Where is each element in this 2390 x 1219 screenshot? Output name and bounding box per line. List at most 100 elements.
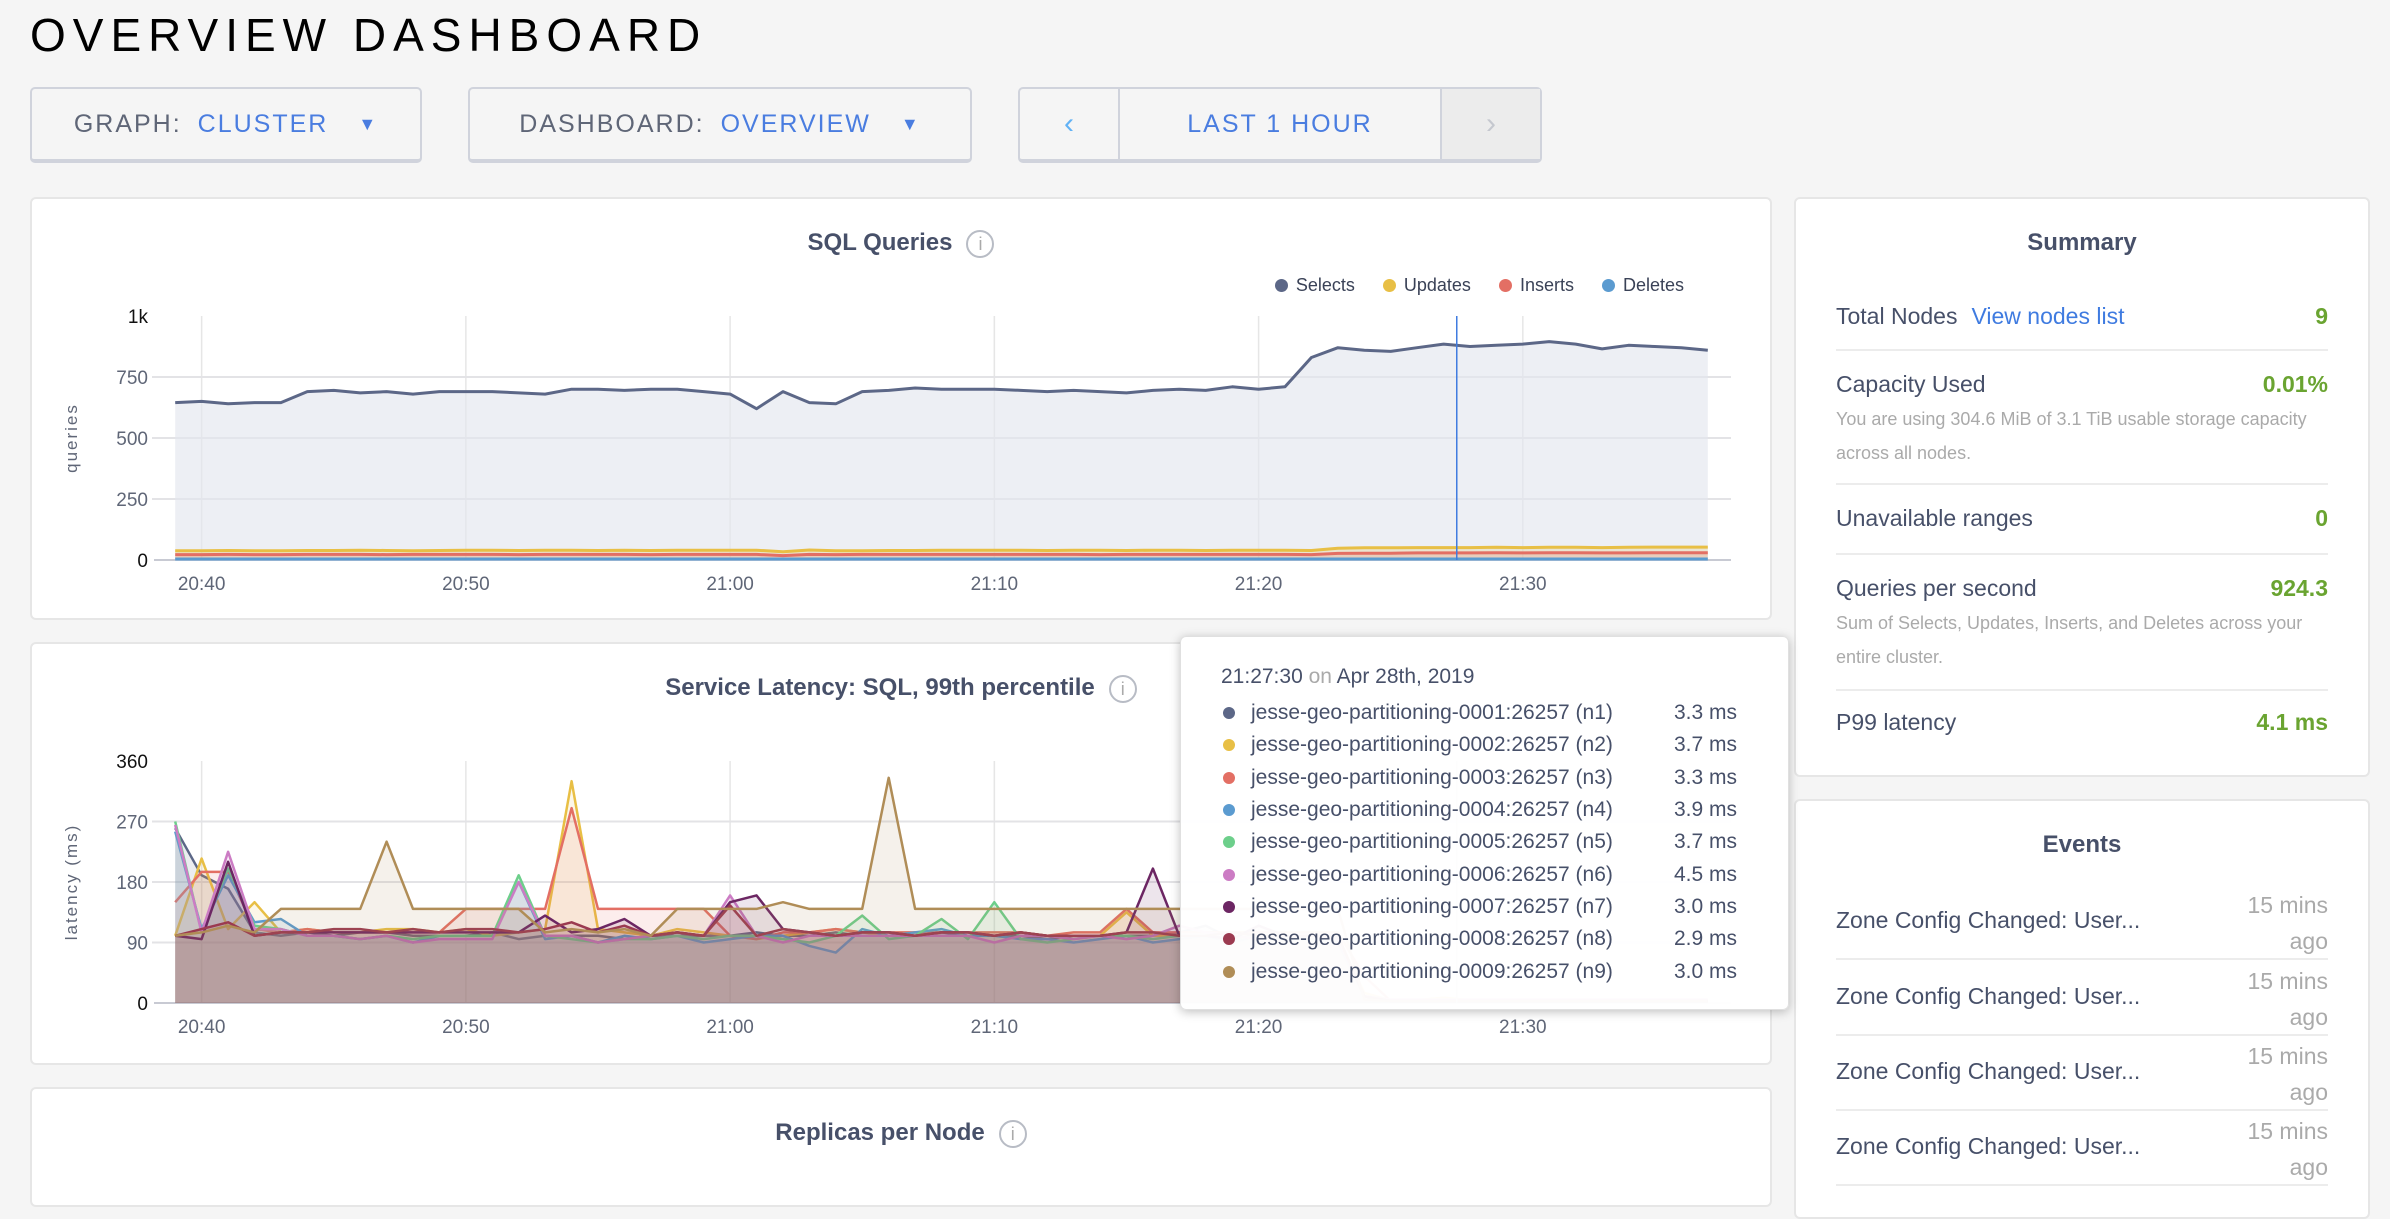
tooltip-node-value: 3.0 ms (1674, 959, 1738, 983)
tooltip-node-name: jesse-geo-partitioning-0002:26257 (n2) (1251, 733, 1613, 757)
chart-tooltip: 21:27:30 on Apr 28th, 2019 jesse-geo-par… (1180, 636, 1789, 1010)
time-range-control: ‹ LAST 1 HOUR › (1018, 87, 1542, 163)
x-tick-label: 20:50 (442, 574, 490, 595)
graph-value: CLUSTER (197, 109, 329, 138)
series-dot (1223, 707, 1235, 720)
y-tick-label: 0 (137, 994, 148, 1015)
page-title: OVERVIEW DASHBOARD (30, 9, 708, 61)
tooltip-row: jesse-geo-partitioning-0004:26257 (n4) 3.… (1221, 794, 1788, 826)
tooltip-node-value: 4.5 ms (1674, 862, 1738, 886)
tooltip-time: 21:27:30 (1221, 665, 1303, 688)
x-tick-label: 20:40 (178, 574, 226, 595)
tooltip-row: jesse-geo-partitioning-0007:26257 (n7) 3.… (1221, 891, 1788, 923)
tooltip-node-value: 3.7 ms (1674, 733, 1738, 757)
p99-latency-label: P99 latency (1836, 709, 1957, 735)
series-dot (1223, 900, 1235, 913)
unavailable-ranges-row: Unavailable ranges 0 (1836, 505, 2328, 555)
tooltip-node-name: jesse-geo-partitioning-0004:26257 (n4) (1251, 798, 1613, 822)
legend-item-updates[interactable]: Updates (1382, 275, 1471, 296)
events-title: Events (2042, 831, 2122, 858)
sql-queries-chart[interactable]: 20:40 20:50 21:00 21:10 21:20 21:30 0 250 500 750… (32, 199, 1772, 620)
legend-item-selects[interactable]: Selects (1274, 275, 1355, 296)
event-item[interactable]: Zone Config Changed: User... 15 mins ago (1836, 885, 2328, 960)
y-tick-label: 500 (116, 429, 148, 450)
tooltip-timestamp: 21:27:30 on Apr 28th, 2019 (1221, 665, 1788, 689)
tooltip-node-value: 3.3 ms (1674, 765, 1738, 789)
tooltip-node-name: jesse-geo-partitioning-0008:26257 (n8) (1251, 927, 1613, 951)
graph-selector[interactable]: GRAPH: CLUSTER ▼ (30, 87, 422, 163)
y-tick-label: 1k (128, 307, 149, 328)
tooltip-node-name: jesse-geo-partitioning-0005:26257 (n5) (1251, 830, 1613, 854)
y-axis-label: latency (ms) (62, 824, 81, 941)
legend-label: Updates (1403, 275, 1471, 295)
graph-label: GRAPH: (73, 109, 182, 138)
sql-queries-panel: SQL Queries i Selects Updates Inserts Del… (30, 197, 1772, 620)
chevron-right-icon[interactable]: › (1440, 89, 1540, 159)
legend-label: Selects (1295, 275, 1355, 295)
dashboard-value: OVERVIEW (720, 109, 871, 138)
time-range-button[interactable]: LAST 1 HOUR (1187, 109, 1373, 138)
tooltip-node-name: jesse-geo-partitioning-0003:26257 (n3) (1251, 765, 1613, 789)
tooltip-node-name: jesse-geo-partitioning-0007:26257 (n7) (1251, 894, 1613, 918)
info-icon[interactable]: i (966, 229, 995, 258)
info-icon[interactable]: i (998, 1119, 1027, 1148)
total-nodes-row: Total Nodes View nodes list 9 (1836, 303, 2328, 351)
tooltip-node-name: jesse-geo-partitioning-0006:26257 (n6) (1251, 862, 1613, 886)
x-tick-label: 21:10 (971, 574, 1019, 595)
events-panel: Events Zone Config Changed: User... 15 mi… (1794, 799, 2370, 1219)
qps-description: Sum of Selects, Updates, Inserts, and De… (1836, 613, 2303, 667)
series-line-selects (175, 340, 1708, 411)
series-dot (1223, 868, 1235, 881)
chevron-left-icon[interactable]: ‹ (1020, 89, 1120, 159)
legend-dot (1498, 279, 1512, 292)
chart-title-text: Service Latency: SQL, 99th percentile (665, 674, 1095, 701)
series-dot (1223, 933, 1235, 946)
dashboard-selector[interactable]: DASHBOARD: OVERVIEW ▼ (468, 87, 972, 163)
tooltip-row: jesse-geo-partitioning-0009:26257 (n9) 3.… (1221, 955, 1788, 987)
replicas-per-node-panel: Replicas per Node i (30, 1087, 1772, 1207)
series-dot (1223, 804, 1235, 817)
event-time: 15 mins ago (2247, 1043, 2328, 1105)
event-item[interactable]: Zone Config Changed: User... 15 mins ago (1836, 1036, 2328, 1111)
qps-value: 924.3 (2270, 575, 2328, 601)
event-time: 15 mins ago (2247, 1118, 2328, 1180)
event-item[interactable]: Zone Config Changed: User... 15 mins ago (1836, 1111, 2328, 1186)
capacity-value: 0.01% (2262, 371, 2328, 397)
tooltip-row: jesse-geo-partitioning-0003:26257 (n3) 3.… (1221, 762, 1788, 794)
legend-dot (1274, 279, 1288, 292)
y-tick-label: 0 (137, 551, 148, 572)
tooltip-node-value: 3.3 ms (1674, 701, 1738, 725)
capacity-description: You are using 304.6 MiB of 3.1 TiB usabl… (1836, 409, 2307, 463)
legend-dot (1382, 279, 1396, 292)
series-dot (1223, 965, 1235, 978)
tooltip-node-value: 3.0 ms (1674, 894, 1738, 918)
capacity-row: Capacity Used 0.01% You are using 304.6 … (1836, 371, 2328, 485)
p99-latency-row: P99 latency 4.1 ms (1836, 709, 2328, 749)
unavailable-ranges-label: Unavailable ranges (1836, 505, 2033, 531)
series-dot (1223, 836, 1235, 849)
unavailable-ranges-value: 0 (2315, 505, 2328, 531)
tooltip-row: jesse-geo-partitioning-0002:26257 (n2) 3.… (1221, 729, 1788, 761)
p99-latency-value: 4.1 ms (2256, 709, 2328, 735)
series-dot (1223, 739, 1235, 752)
y-tick-label: 360 (116, 752, 148, 773)
series-dot (1223, 771, 1235, 784)
x-tick-label: 21:00 (706, 1017, 754, 1038)
legend-item-deletes[interactable]: Deletes (1601, 275, 1684, 296)
legend-item-inserts[interactable]: Inserts (1498, 275, 1574, 296)
event-text: Zone Config Changed: User... (1836, 1058, 2141, 1084)
x-tick-label: 20:40 (178, 1017, 226, 1038)
tooltip-node-name: jesse-geo-partitioning-0009:26257 (n9) (1251, 959, 1613, 983)
view-nodes-list-link[interactable]: View nodes list (1971, 303, 2125, 329)
info-icon[interactable]: i (1108, 674, 1137, 703)
tooltip-node-value: 2.9 ms (1674, 927, 1738, 951)
event-text: Zone Config Changed: User... (1836, 907, 2141, 933)
summary-panel: Summary Total Nodes View nodes list 9 Cap… (1794, 197, 2370, 777)
y-tick-label: 250 (116, 490, 148, 511)
event-item[interactable]: Zone Config Changed: User... 15 mins ago (1836, 961, 2328, 1036)
series-line-updates (175, 545, 1708, 554)
series-area-selects (175, 341, 1708, 560)
dashboard-label: DASHBOARD: (519, 109, 705, 138)
chart-title-text: SQL Queries (807, 229, 953, 256)
tooltip-row: jesse-geo-partitioning-0001:26257 (n1) 3.… (1221, 697, 1788, 729)
